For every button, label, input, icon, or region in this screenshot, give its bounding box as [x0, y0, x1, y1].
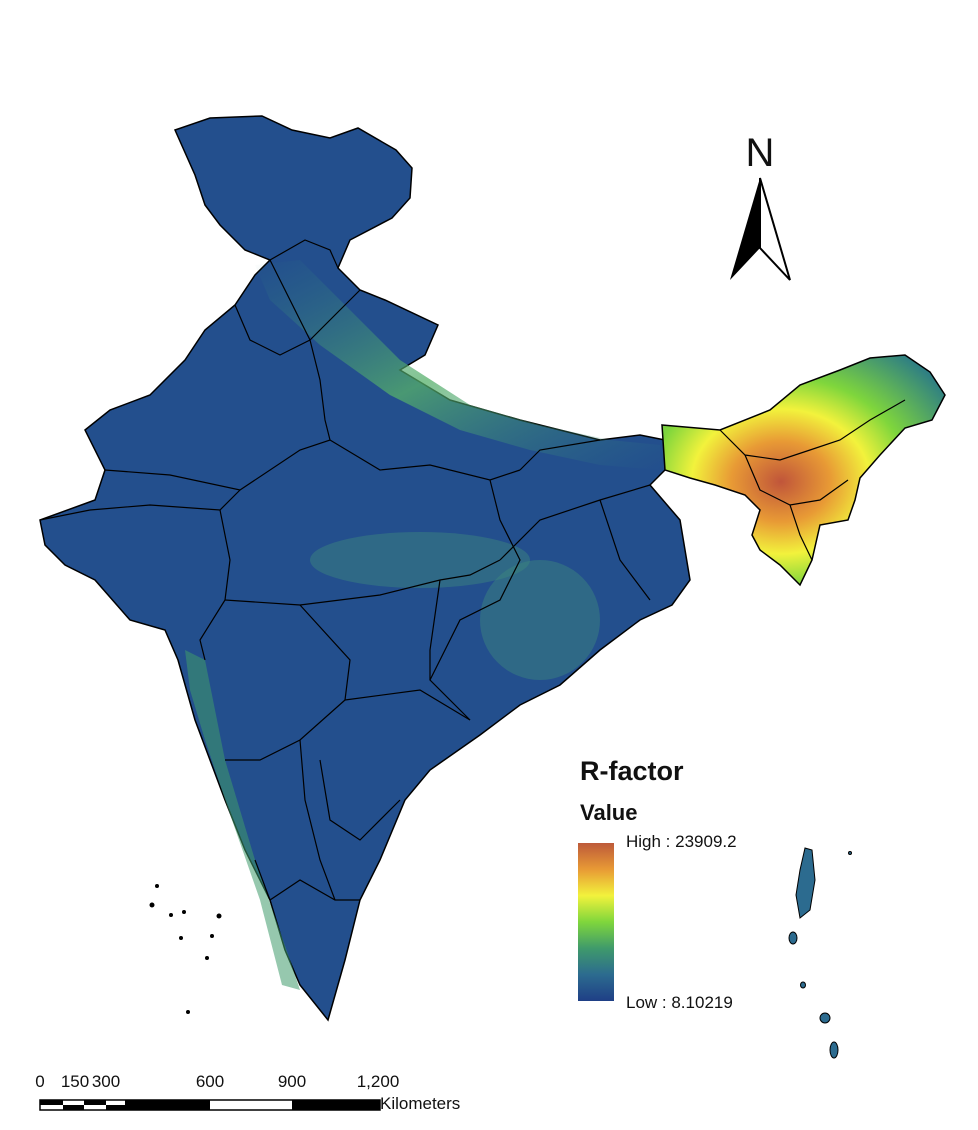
central-highland-patch	[310, 532, 530, 588]
lakshadweep-islands	[149, 884, 222, 1014]
state-boundaries	[39, 239, 906, 901]
legend-low-label: Low : 8.10219	[626, 993, 733, 1012]
himalayan-belt	[255, 260, 660, 470]
scale-tick-label: 150	[60, 1072, 90, 1091]
scale-tick-label: 1,200	[356, 1072, 400, 1091]
scale-tick-label: 900	[277, 1072, 307, 1091]
scale-tick-label: 600	[195, 1072, 225, 1091]
western-ghats-strip	[185, 650, 300, 990]
north-letter: N	[746, 131, 775, 175]
india-northeast	[661, 354, 946, 587]
north-arrow-right-half	[759, 177, 791, 281]
scale-unit-label: Kilometers	[380, 1094, 461, 1113]
scale-bar	[39, 1099, 381, 1111]
india-mainland	[39, 115, 691, 1022]
legend-title: R-factor	[580, 756, 684, 786]
legend-color-ramp	[578, 843, 614, 1001]
legend-subtitle: Value	[580, 800, 638, 825]
north-arrow-left-half	[730, 178, 760, 280]
scale-tick-label: 0	[35, 1072, 45, 1091]
north-arrow: N	[730, 131, 791, 281]
scale-tick-label: 300	[91, 1072, 121, 1091]
eastern-highland-patch	[480, 560, 600, 680]
legend-high-label: High : 23909.2	[626, 832, 737, 851]
andaman-nicobar-islands	[788, 847, 852, 1059]
